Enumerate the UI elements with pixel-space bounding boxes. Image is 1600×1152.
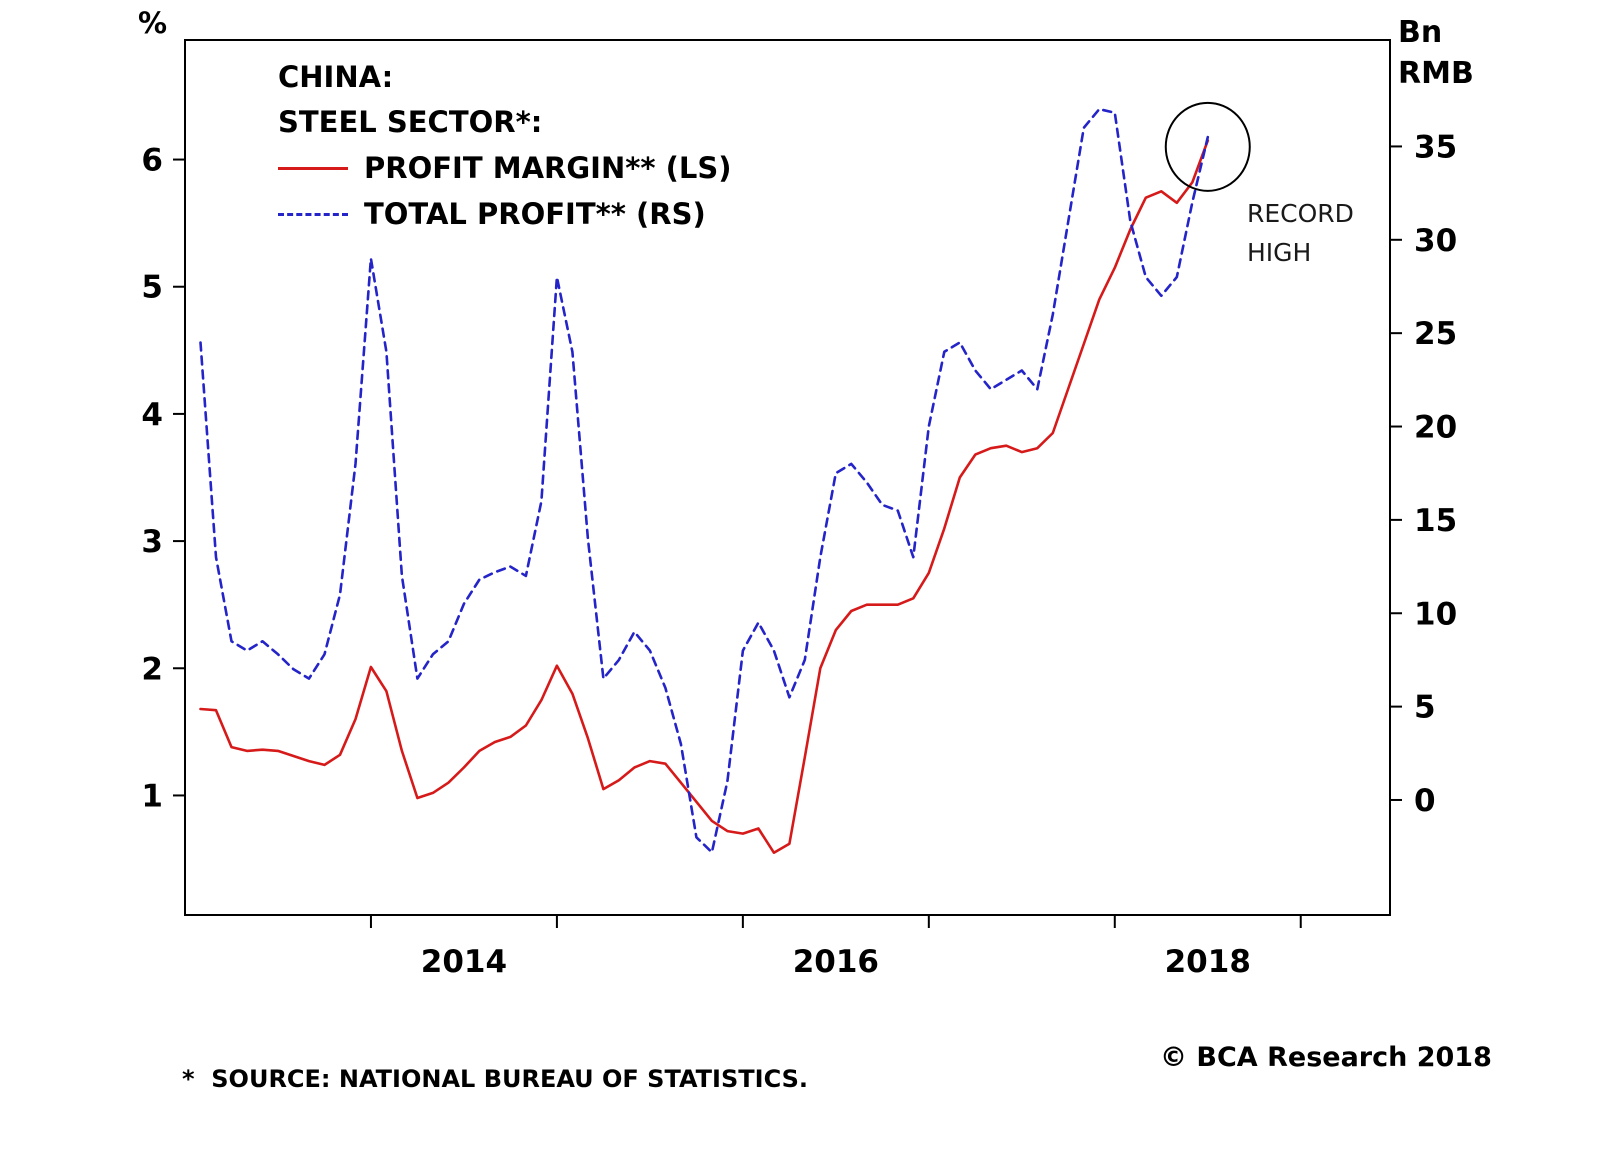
total-profit-line <box>199 107 1210 854</box>
left-tick-label: 2 <box>141 651 163 687</box>
right-tick-label: 15 <box>1414 503 1457 539</box>
right-axis-unit: Bn RMB <box>1398 12 1474 94</box>
legend-item-total-profit: TOTAL PROFIT** (RS) <box>278 191 732 237</box>
left-tick-label: 3 <box>141 524 163 560</box>
right-tick-label: 30 <box>1414 223 1457 259</box>
left-axis-unit: % <box>138 6 168 40</box>
record-high-circle <box>1164 101 1251 192</box>
right-tick-label: 25 <box>1414 316 1457 352</box>
left-tick-label: 4 <box>141 397 163 433</box>
chart-title-line-2: STEEL SECTOR*: <box>278 105 543 139</box>
x-axis-year-label: 2018 <box>1165 944 1251 980</box>
red-solid-line-swatch <box>278 166 348 170</box>
footnotes: * SOURCE: NATIONAL BUREAU OF STATISTICS.… <box>182 984 808 1152</box>
record-high-annotation: RECORD HIGH <box>1247 199 1354 267</box>
profit-margin-line <box>199 139 1210 855</box>
copyright-notice: © BCA Research 2018 <box>1160 1042 1492 1073</box>
x-axis-year-label: 2016 <box>793 944 879 980</box>
blue-dashed-line-swatch <box>278 212 348 216</box>
right-axis-unit-line2: RMB <box>1398 56 1474 91</box>
plot-frame <box>184 39 1391 916</box>
right-tick-label: 5 <box>1414 690 1436 726</box>
left-tick-label: 6 <box>141 143 163 179</box>
legend-label-profit-margin: PROFIT MARGIN** (LS) <box>364 151 732 185</box>
right-tick-label: 0 <box>1414 783 1436 819</box>
footnote-source: * SOURCE: NATIONAL BUREAU OF STATISTICS. <box>182 1065 809 1093</box>
left-tick-label: 5 <box>141 270 163 306</box>
legend-label-total-profit: TOTAL PROFIT** (RS) <box>364 197 706 231</box>
right-tick-label: 35 <box>1414 129 1457 165</box>
right-tick-label: 10 <box>1414 596 1457 632</box>
left-tick-label: 1 <box>141 778 163 814</box>
x-axis-year-label: 2014 <box>421 944 507 980</box>
right-tick-label: 20 <box>1414 410 1457 446</box>
chart-legend: CHINA: STEEL SECTOR*: PROFIT MARGIN** (L… <box>278 55 732 237</box>
legend-item-profit-margin: PROFIT MARGIN** (LS) <box>278 145 732 191</box>
right-axis-unit-line1: Bn <box>1398 15 1443 50</box>
chart-title-line-1: CHINA: <box>278 60 394 94</box>
